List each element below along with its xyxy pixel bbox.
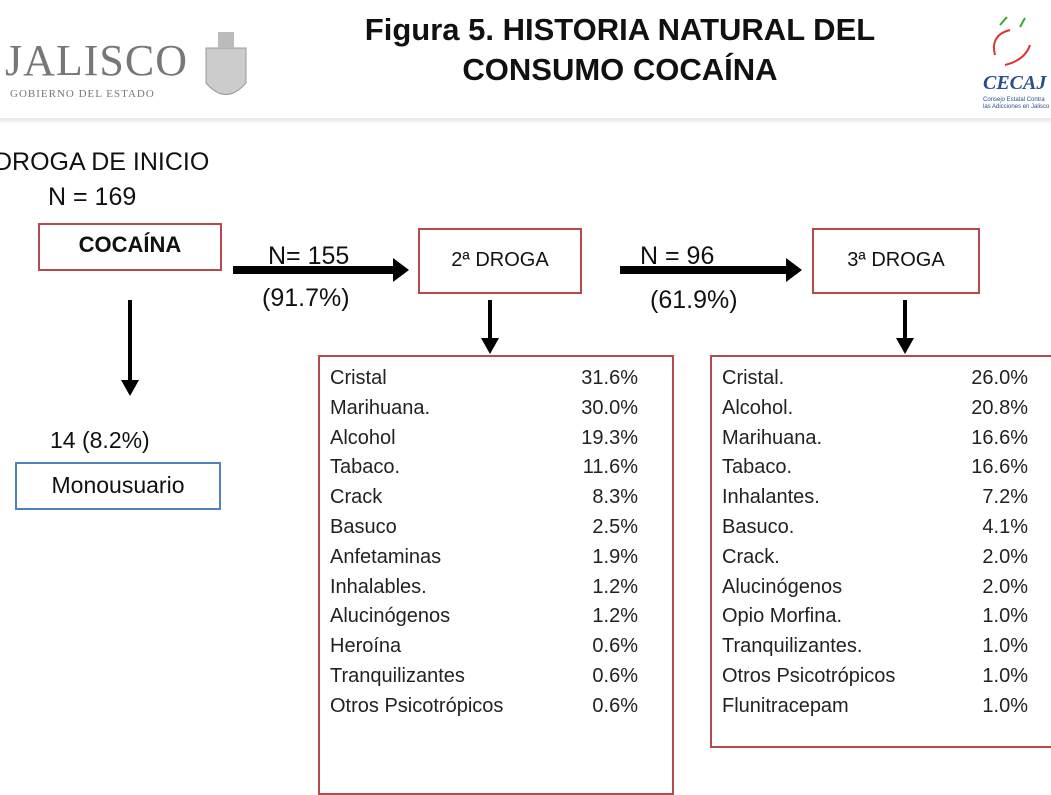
- drug-pct: 1.0%: [982, 635, 1028, 658]
- drug-name: Tranquilizantes: [330, 665, 465, 687]
- drug-name: Basuco.: [722, 516, 795, 538]
- drug-name: Tranquilizantes.: [722, 635, 863, 658]
- drug-pct: 1.0%: [982, 694, 1028, 717]
- start-drug-box: COCAÍNA: [38, 223, 222, 271]
- drug-pct: 2.0%: [982, 575, 1028, 598]
- emblem: [205, 32, 247, 95]
- drug-name: Inhalantes.: [722, 486, 820, 509]
- drug-pct: 11.6%: [582, 456, 638, 479]
- drug-pct: 0.6%: [592, 635, 638, 658]
- drug-pct: 1.9%: [592, 545, 638, 568]
- drug-name: Inhalables.: [330, 575, 427, 598]
- logo-text: JALISCO: [5, 36, 189, 85]
- arrow: [481, 300, 499, 354]
- arrow: [233, 258, 409, 282]
- drug-pct: 1.2%: [592, 605, 638, 628]
- cecaj-sub-line: las Adicciones en Jalisco: [983, 104, 1050, 110]
- drug-pct: 1.2%: [592, 575, 638, 598]
- mono-count: 14 (8.2%): [50, 427, 150, 453]
- drug-pct: 2.5%: [592, 516, 638, 538]
- drug-pct: 16.6%: [971, 426, 1028, 449]
- mono-box: Monousuario: [15, 462, 221, 510]
- third-n: N = 96: [640, 242, 715, 270]
- drug-name: Otros Psicotrópicos: [722, 665, 896, 687]
- drug-name: Cristal.: [722, 367, 785, 389]
- second-pct: (91.7%): [262, 284, 350, 312]
- drug-name: Tabaco.: [722, 456, 793, 479]
- cecaj-subtitle: Consejo Estatal Contra las Adicciones en …: [983, 97, 1049, 111]
- drug-pct: 2.0%: [982, 545, 1028, 568]
- drug-name: Alcohol: [330, 426, 396, 449]
- drug-pct: 16.6%: [971, 456, 1028, 479]
- drug-name: Alucinógenos: [722, 575, 843, 598]
- arrow: [896, 300, 914, 354]
- drug-pct: 0.6%: [592, 665, 638, 687]
- drug-name: Anfetaminas: [330, 545, 442, 568]
- drug-name: Alucinógenos: [330, 605, 451, 628]
- drug-pct: 1.0%: [982, 605, 1028, 628]
- start-label: DROGA DE INICIO: [0, 148, 210, 176]
- drug-pct: 20.8%: [971, 396, 1028, 419]
- start-n: N = 169: [48, 183, 137, 211]
- drug-name: Basuco: [330, 516, 397, 538]
- drug-pct: 26.0%: [971, 367, 1028, 389]
- drug-name: Marihuana.: [722, 426, 823, 449]
- second-n: N= 155: [268, 242, 350, 270]
- drug-pct: 31.6%: [581, 367, 638, 389]
- second-box: 2ª DROGA: [418, 228, 582, 294]
- second-table: Cristal 31.6% Marihuana. 30.0% Alcohol 19.3% T…: [318, 355, 674, 795]
- third-box: 3ª DROGA: [812, 228, 980, 294]
- title-line: Figura 5. HISTORIA NATURAL DEL: [364, 12, 876, 47]
- third-table: Cristal. 26.0% Alcohol. 20.8% Marihuana. 16.6…: [710, 355, 1051, 748]
- drug-pct: 1.0%: [982, 665, 1028, 687]
- arrow: [121, 300, 139, 396]
- drug-pct: 30.0%: [581, 396, 638, 419]
- cecaj-icon: [993, 16, 1031, 66]
- drug-name: Crack.: [722, 545, 780, 568]
- header-divider: [0, 118, 1051, 124]
- drug-pct: 8.3%: [592, 486, 638, 509]
- drug-name: Flunitracepam: [722, 694, 849, 717]
- drug-pct: 7.2%: [982, 486, 1028, 509]
- cecaj-name: CECAJ: [983, 72, 1047, 94]
- drug-name: Opio Morfina.: [722, 605, 843, 628]
- slide: {"header":{"title_lines":["Figura 5. HIS…: [0, 10, 1051, 795]
- drug-pct: 0.6%: [592, 694, 638, 717]
- drug-name: Cristal: [330, 367, 387, 389]
- title: Figura 5. HISTORIA NATURAL DEL CONSUMO CO…: [320, 10, 920, 90]
- drug-name: Crack: [330, 486, 383, 509]
- logo-subtitle: GOBIERNO DEL ESTADO: [10, 88, 155, 100]
- cecaj-sub-line: Consejo Estatal Contra: [983, 97, 1045, 103]
- drug-name: Heroína: [330, 635, 402, 658]
- drug-pct: 19.3%: [581, 426, 638, 449]
- title-line: CONSUMO COCAÍNA: [462, 52, 778, 87]
- third-pct: (61.9%): [650, 286, 738, 314]
- drug-name: Alcohol.: [722, 396, 794, 419]
- drug-name: Otros Psicotrópicos: [330, 694, 504, 717]
- drug-pct: 4.1%: [982, 516, 1028, 538]
- drug-name: Tabaco.: [330, 456, 401, 479]
- arrow: [620, 258, 802, 282]
- drug-name: Marihuana.: [330, 396, 431, 419]
